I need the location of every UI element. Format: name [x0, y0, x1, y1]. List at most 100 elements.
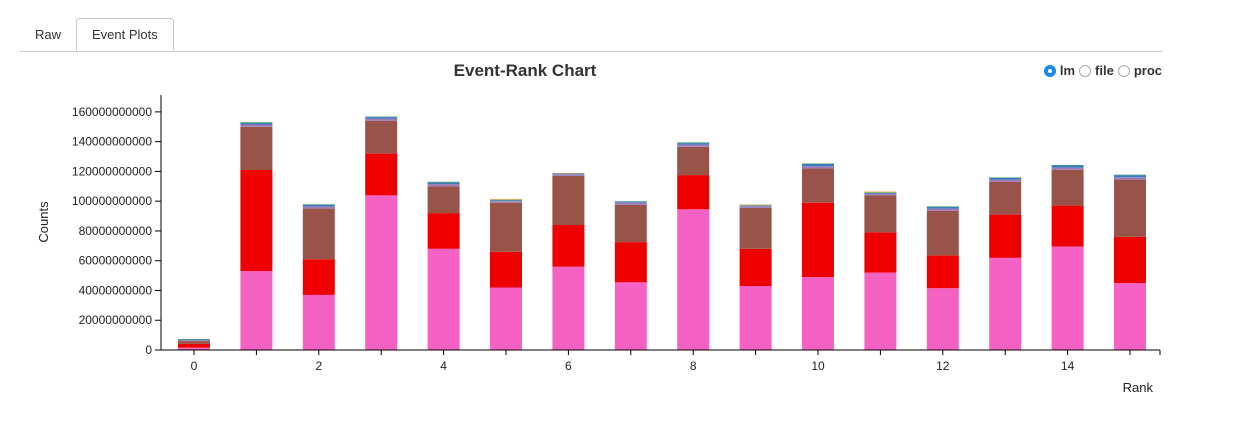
bar-segment-rank-6-s2 — [552, 175, 585, 225]
bar-segment-rank-9-s5 — [739, 205, 772, 206]
bar-segment-rank-11-s6 — [864, 191, 897, 193]
bar-segment-rank-1-s4 — [240, 123, 273, 125]
y-tick-label: 60000000000 — [79, 254, 153, 268]
bar-segment-rank-7-s5 — [614, 201, 647, 202]
x-tick-label: 2 — [315, 359, 322, 373]
bar-segment-rank-2-s5 — [302, 204, 335, 205]
bar-segment-rank-15-s3 — [1114, 177, 1146, 180]
x-tick-label: 0 — [191, 359, 198, 373]
bar-segment-rank-8-s4 — [677, 143, 710, 145]
radio-unselected-icon[interactable] — [1117, 64, 1130, 77]
x-tick: 0 — [191, 359, 198, 373]
bar-segment-rank-4-s4 — [427, 182, 460, 185]
bar-segment-rank-8-s2 — [677, 146, 710, 176]
bar-segment-rank-4-s1 — [427, 213, 460, 249]
y-tick: 140000000000 — [72, 135, 161, 149]
bar-segment-rank-9-s1 — [739, 248, 772, 286]
radio-proc[interactable]: proc — [1117, 63, 1162, 78]
bar-segment-rank-12-s1 — [926, 255, 959, 289]
y-tick-label: 120000000000 — [72, 164, 152, 178]
y-tick-label: 80000000000 — [79, 224, 153, 238]
x-tick-label: 10 — [811, 359, 825, 373]
x-tick-label: 6 — [565, 359, 572, 373]
bar-segment-rank-5-s2 — [490, 202, 522, 252]
bar-segment-rank-2-s1 — [302, 259, 335, 295]
bar-segment-rank-8-s0 — [677, 209, 710, 350]
bar-segment-rank-12-s4 — [926, 206, 959, 209]
radio-lm[interactable]: lm — [1043, 63, 1076, 78]
bar-segment-rank-14-s4 — [1051, 165, 1084, 168]
bar-segment-rank-6-s0 — [552, 266, 585, 350]
tab-event-plots[interactable]: Event Plots — [76, 18, 174, 51]
bar-segment-rank-1-s5 — [240, 122, 273, 123]
bar-segment-rank-10-s1 — [802, 202, 834, 278]
bar-segment-rank-0-s2 — [178, 341, 210, 344]
bar-segment-rank-3-s2 — [365, 120, 398, 154]
radio-selected-icon[interactable] — [1043, 64, 1056, 77]
bar-segment-rank-6-s5 — [552, 173, 585, 174]
bar-segment-rank-10-s5 — [802, 163, 834, 164]
x-tick-label: 8 — [690, 359, 697, 373]
bar-segment-rank-12-s0 — [926, 288, 959, 350]
bar-segment-rank-6-s6 — [552, 172, 585, 174]
bar-segment-rank-1-s3 — [240, 124, 273, 127]
bar-segment-rank-8-s3 — [677, 144, 710, 147]
x-tick-label: 12 — [936, 359, 950, 373]
bar-segment-rank-13-s4 — [989, 177, 1022, 180]
y-tick: 60000000000 — [79, 254, 161, 268]
bar-segment-rank-3-s0 — [365, 195, 398, 350]
bar-segment-rank-11-s0 — [864, 272, 897, 350]
radio-unselected-icon[interactable] — [1079, 64, 1092, 77]
radio-lm-label: lm — [1059, 63, 1076, 78]
bar-segment-rank-11-s3 — [864, 193, 897, 196]
bar-segment-rank-2-s2 — [302, 208, 335, 260]
x-tick-label: 14 — [1061, 359, 1075, 373]
bar-segment-rank-15-s5 — [1114, 174, 1146, 176]
bar-segment-rank-3-s5 — [365, 116, 398, 118]
bar-segment-rank-2-s3 — [302, 206, 335, 209]
bar-segment-rank-3-s4 — [365, 117, 398, 119]
bar-segment-rank-10-s3 — [802, 166, 834, 169]
bar-segment-rank-6-s3 — [552, 174, 585, 176]
x-tick-label: 4 — [440, 359, 447, 373]
bar-segment-rank-0-s5 — [178, 339, 210, 340]
bar-segment-rank-1-s0 — [240, 271, 273, 350]
bar-segment-rank-0-s1 — [178, 343, 210, 348]
x-tick: 2 — [315, 359, 322, 373]
bar-segment-rank-7-s2 — [614, 204, 647, 243]
bar-segment-rank-10-s0 — [802, 277, 834, 350]
x-tick: 4 — [440, 359, 447, 373]
y-tick: 120000000000 — [72, 164, 161, 178]
bar-segment-rank-4-s3 — [427, 184, 460, 187]
bar-segment-rank-15-s1 — [1114, 236, 1146, 283]
bar-segment-rank-2-s0 — [302, 294, 335, 350]
bar-segment-rank-5-s3 — [490, 201, 522, 203]
bar-segment-rank-5-s6 — [490, 198, 522, 200]
y-tick-label: 40000000000 — [79, 283, 153, 297]
bar-segment-rank-13-s0 — [989, 257, 1022, 350]
bar-segment-rank-9-s4 — [739, 205, 772, 207]
bar-segment-rank-14-s0 — [1051, 246, 1084, 350]
bar-segment-rank-13-s5 — [989, 177, 1022, 178]
y-tick-label: 160000000000 — [72, 105, 152, 119]
x-tick: 6 — [565, 359, 572, 373]
chart-title: Event-Rank Chart — [453, 61, 597, 80]
bar-segment-rank-14-s3 — [1051, 167, 1084, 170]
bar-segment-rank-15-s4 — [1114, 175, 1146, 178]
bar-segment-rank-15-s2 — [1114, 179, 1146, 237]
bar-segment-rank-4-s5 — [427, 181, 460, 183]
bar-segment-rank-15-s0 — [1114, 283, 1146, 350]
radio-file-label: file — [1095, 63, 1114, 78]
y-tick: 100000000000 — [72, 194, 161, 208]
tab-raw[interactable]: Raw — [35, 27, 62, 42]
bar-segment-rank-9-s0 — [739, 286, 772, 350]
bar-segment-rank-8-s1 — [677, 175, 710, 210]
bar-segment-rank-14-s5 — [1051, 165, 1084, 166]
bar-segment-rank-11-s4 — [864, 193, 897, 194]
bar-segment-rank-12-s5 — [926, 206, 959, 207]
bar-segment-rank-5-s4 — [490, 200, 522, 202]
radio-file[interactable]: file — [1079, 63, 1114, 78]
x-axis-label: Rank — [1123, 380, 1154, 395]
y-tick-label: 0 — [145, 343, 152, 357]
